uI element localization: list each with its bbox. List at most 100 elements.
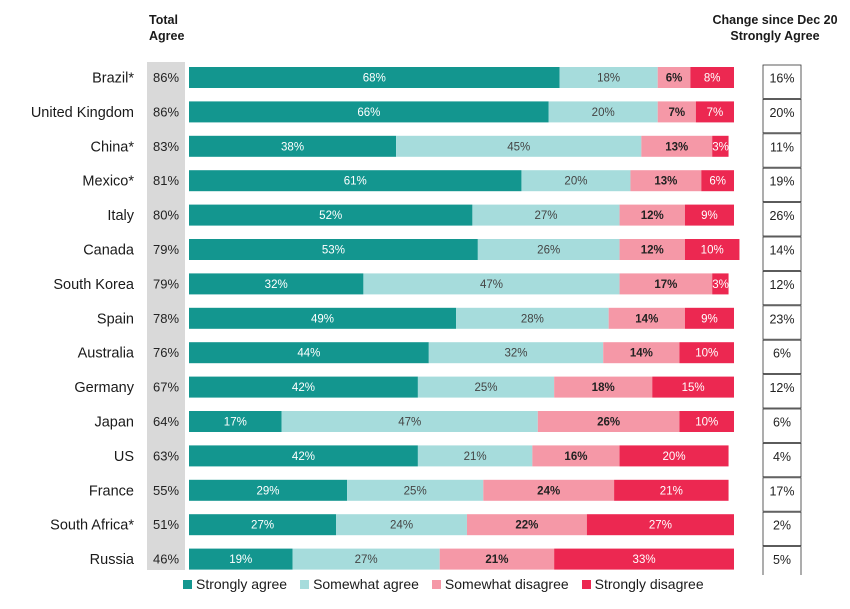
country-label-mexico: Mexico* [82, 174, 134, 190]
data-label-somewhat-disagree-mexico: 13% [654, 176, 677, 188]
change-value-brazil: 16% [769, 72, 794, 86]
bar-strongly-agree-germany [189, 376, 418, 398]
data-label-somewhat-agree-united-kingdom: 20% [592, 107, 615, 119]
data-label-strongly-disagree-mexico: 6% [709, 176, 726, 188]
bar-somewhat-agree-china [396, 135, 642, 157]
total-agree-south-korea: 79% [153, 276, 179, 291]
change-box-italy [762, 202, 802, 237]
legend-swatch-somewhat-disagree [431, 579, 441, 589]
data-label-somewhat-disagree-south-africa: 22% [515, 520, 538, 532]
bar-somewhat-disagree-germany [554, 376, 653, 398]
change-box-brazil [762, 64, 802, 99]
data-label-somewhat-agree-mexico: 20% [564, 176, 587, 188]
bar-somewhat-disagree-brazil [657, 67, 691, 88]
legend-swatch-strongly-disagree [581, 579, 591, 589]
change-value-mexico: 19% [769, 175, 794, 189]
legend: Strongly agree Somewhat agree Somewhat dis… [183, 576, 704, 592]
data-label-strongly-disagree-canada: 10% [701, 245, 724, 257]
legend-item-strongly-disagree: Strongly disagree [581, 576, 704, 592]
bar-somewhat-disagree-us [532, 445, 620, 467]
bar-somewhat-agree-united-kingdom [548, 101, 658, 123]
bar-somewhat-disagree-canada [619, 239, 685, 260]
change-box-france [762, 477, 802, 512]
data-label-strongly-disagree-germany: 15% [682, 382, 705, 394]
change-box-spain [762, 305, 802, 340]
bar-somewhat-disagree-australia [603, 342, 680, 364]
bar-somewhat-disagree-mexico [630, 170, 702, 192]
bar-somewhat-agree-japan [281, 411, 538, 432]
change-box-canada [762, 236, 802, 271]
change-box-australia [762, 339, 802, 375]
bar-strongly-agree-mexico [189, 170, 522, 192]
change-box-china [762, 133, 802, 168]
data-label-strongly-disagree-italy: 9% [701, 210, 718, 222]
change-box-south-korea [762, 270, 802, 306]
bar-strongly-disagree-mexico [701, 170, 734, 192]
total-agree-france: 55% [153, 483, 179, 498]
data-label-somewhat-disagree-france: 24% [537, 485, 560, 497]
bar-somewhat-disagree-south-korea [619, 273, 713, 295]
data-label-strongly-agree-united-kingdom: 66% [357, 107, 380, 119]
data-label-somewhat-agree-germany: 25% [475, 382, 498, 394]
country-label-south-africa: South Africa* [50, 518, 134, 534]
total-agree-germany: 67% [153, 380, 179, 395]
country-label-australia: Australia [78, 346, 135, 362]
bar-strongly-disagree-us [619, 445, 729, 467]
country-label-russia: Russia [90, 552, 135, 568]
change-header-line2: Strongly Agree [730, 29, 820, 43]
bar-strongly-agree-australia [189, 342, 429, 364]
country-label-canada: Canada [83, 243, 135, 259]
data-label-strongly-agree-south-korea: 32% [265, 279, 288, 291]
legend-label-somewhat-agree: Somewhat agree [313, 576, 419, 592]
legend-item-strongly-agree: Strongly agree [183, 576, 287, 592]
legend-label-somewhat-disagree: Somewhat disagree [444, 576, 569, 592]
bar-somewhat-disagree-spain [608, 307, 685, 329]
data-label-somewhat-disagree-spain: 14% [635, 313, 658, 325]
total-agree-mexico: 81% [153, 173, 179, 188]
bar-strongly-agree-france [189, 479, 348, 501]
change-value-us: 4% [773, 450, 791, 464]
bar-somewhat-agree-france [347, 479, 484, 501]
change-value-spain: 23% [769, 312, 794, 326]
legend-item-somewhat-agree: Somewhat agree [300, 576, 419, 592]
data-label-somewhat-disagree-australia: 14% [630, 348, 653, 360]
data-label-somewhat-agree-china: 45% [507, 141, 530, 153]
data-label-strongly-disagree-russia: 33% [633, 554, 656, 566]
total-agree-china: 83% [153, 139, 179, 154]
change-value-australia: 6% [773, 347, 791, 361]
data-label-somewhat-agree-spain: 28% [521, 313, 544, 325]
data-label-somewhat-disagree-brazil: 6% [666, 73, 683, 85]
data-label-strongly-disagree-united-kingdom: 7% [707, 107, 724, 119]
total-agree-header: Total Agree [149, 12, 189, 44]
bar-somewhat-agree-australia [428, 342, 604, 364]
bar-strongly-agree-canada [189, 239, 478, 260]
change-value-italy: 26% [769, 209, 794, 223]
data-label-somewhat-disagree-canada: 12% [641, 245, 664, 257]
change-box-united-kingdom [762, 99, 802, 134]
data-label-strongly-disagree-us: 20% [663, 451, 686, 463]
data-label-strongly-disagree-brazil: 8% [704, 73, 721, 85]
bar-strongly-disagree-spain [684, 307, 734, 329]
total-agree-header-line1: Total [149, 13, 178, 27]
data-label-somewhat-disagree-us: 16% [564, 451, 587, 463]
change-value-russia: 5% [773, 553, 791, 567]
total-agree-australia: 76% [153, 345, 179, 360]
bar-strongly-agree-united-kingdom [189, 101, 549, 123]
data-label-somewhat-agree-canada: 26% [537, 245, 560, 257]
total-agree-south-africa: 51% [153, 517, 179, 532]
change-header-line1: Change since Dec 20 [712, 13, 838, 27]
bar-somewhat-disagree-south-africa [466, 514, 587, 536]
data-label-strongly-disagree-france: 21% [660, 485, 683, 497]
total-agree-italy: 80% [153, 208, 179, 223]
total-agree-russia: 46% [153, 552, 179, 567]
data-label-somewhat-disagree-china: 13% [665, 141, 688, 153]
data-label-strongly-disagree-china: 3% [712, 141, 729, 153]
change-box-germany [762, 374, 802, 409]
bar-strongly-agree-italy [189, 204, 473, 226]
legend-item-somewhat-disagree: Somewhat disagree [431, 576, 569, 592]
country-label-france: France [89, 483, 134, 499]
change-box-japan [762, 408, 802, 443]
bar-somewhat-agree-south-korea [363, 273, 620, 295]
total-agree-spain: 78% [153, 311, 179, 326]
data-label-somewhat-disagree-russia: 21% [485, 554, 508, 566]
